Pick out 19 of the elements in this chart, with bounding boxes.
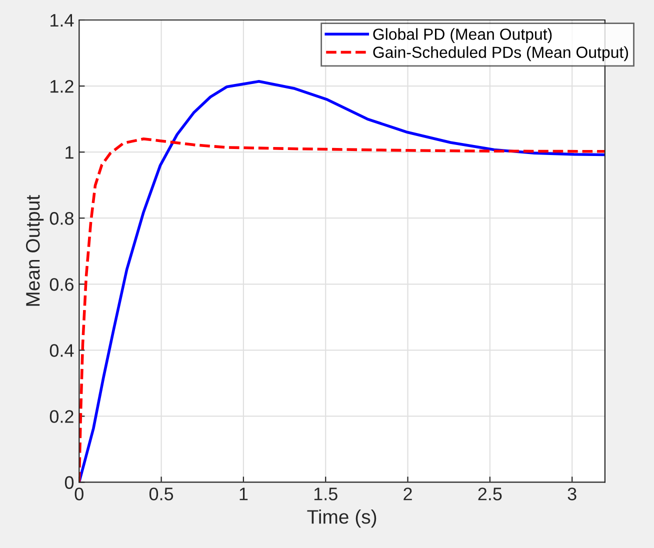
y-axis-title: Mean Output (26, 195, 44, 306)
legend-label: Gain-Scheduled PDs (Mean Output) (373, 46, 628, 62)
y-tick-label: 0.6 (50, 278, 74, 291)
x-tick-label: 1.5 (314, 488, 338, 500)
y-tick-label: 0.2 (50, 410, 74, 423)
x-axis-title: Time (s) (307, 509, 376, 528)
x-tick-label: 0 (74, 488, 84, 500)
y-tick-label: 0.8 (50, 212, 74, 225)
y-tick-label: 0 (64, 476, 74, 489)
x-tick-label: 1 (240, 488, 248, 500)
y-tick-label: 1.4 (50, 14, 74, 27)
x-tick-label: 2.5 (478, 488, 502, 500)
x-tick-label: 2 (404, 488, 412, 500)
x-tick-label: 0.5 (149, 488, 174, 500)
y-tick-label: 0.4 (50, 344, 74, 357)
legend-label: Global PD (Mean Output) (373, 28, 552, 44)
y-tick-label: 1 (66, 146, 74, 159)
y-tick-label: 1.2 (50, 80, 74, 93)
x-tick-label: 3 (568, 488, 576, 500)
